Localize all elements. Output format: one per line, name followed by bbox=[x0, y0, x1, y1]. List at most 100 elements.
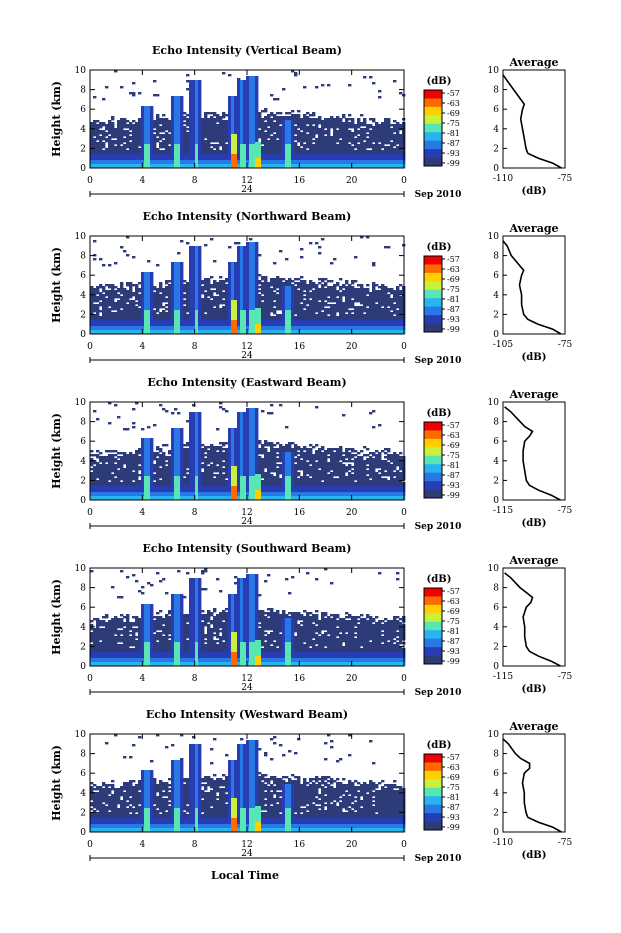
heatmap-cell bbox=[102, 138, 105, 140]
heatmap-cell bbox=[105, 140, 108, 142]
heatmap-cell bbox=[135, 298, 138, 300]
heatmap-cell bbox=[183, 296, 186, 298]
heatmap-cell bbox=[105, 284, 108, 286]
heatmap-cell bbox=[168, 130, 171, 132]
heatmap-cell bbox=[105, 134, 108, 136]
heatmap-cell bbox=[285, 258, 288, 260]
heatmap-cell bbox=[120, 246, 123, 248]
heatmap-cell bbox=[153, 94, 156, 96]
heatmap-cell bbox=[183, 280, 186, 282]
heatmap-cell bbox=[354, 134, 357, 136]
heatmap-cell bbox=[258, 282, 261, 284]
heatmap-cell bbox=[384, 142, 387, 144]
avg-x-tick-label: -75 bbox=[558, 174, 573, 184]
colorbar-tick-label: -87 bbox=[447, 139, 460, 148]
heatmap-cell bbox=[186, 88, 189, 90]
heatmap-cell bbox=[153, 306, 156, 308]
heatmap-cell bbox=[273, 262, 276, 264]
heatmap-cell bbox=[183, 302, 186, 304]
heatmap-cell bbox=[276, 98, 279, 100]
heatmap-cell bbox=[297, 278, 300, 280]
heatmap-cell bbox=[165, 294, 168, 296]
heatmap-cell bbox=[132, 256, 135, 258]
heatmap-cell bbox=[258, 136, 261, 138]
heatmap-cell bbox=[204, 288, 207, 290]
heatmap-cell bbox=[297, 286, 300, 288]
heatmap-cell bbox=[285, 112, 288, 114]
colorbar-tick-label: -81 bbox=[447, 129, 460, 138]
heatmap-cell bbox=[258, 254, 261, 256]
heatmap-cell bbox=[315, 86, 318, 88]
heatmap-cell bbox=[204, 244, 207, 246]
avg-x-label: (dB) bbox=[522, 186, 547, 197]
y-axis-label: Height (km) bbox=[50, 81, 63, 157]
heatmap-cell bbox=[93, 258, 96, 260]
heatmap-cell bbox=[162, 130, 165, 132]
heatmap-cell bbox=[294, 122, 297, 124]
heatmap-cell bbox=[102, 264, 105, 266]
heatmap-cell bbox=[105, 294, 108, 296]
heatmap-cell bbox=[288, 112, 291, 114]
heatmap-cell bbox=[186, 242, 189, 244]
heatmap-cell bbox=[315, 132, 318, 134]
heatmap-cell bbox=[351, 142, 354, 144]
heatmap-cell bbox=[108, 132, 111, 134]
colorbar-segment bbox=[424, 132, 442, 141]
heatmap-cell bbox=[216, 292, 219, 294]
heatmap-cell bbox=[312, 140, 315, 142]
heatmap-cell bbox=[120, 292, 123, 294]
heatmap-cell bbox=[270, 94, 273, 96]
heatmap-cell bbox=[123, 140, 126, 142]
heatmap-cell bbox=[180, 240, 183, 242]
heatmap-cell bbox=[129, 296, 132, 298]
heatmap-cell bbox=[270, 132, 273, 134]
x-tick-label: 4 bbox=[139, 176, 145, 186]
heatmap-cell bbox=[228, 246, 231, 248]
heatmap-cell bbox=[114, 308, 117, 310]
heatmap-cell bbox=[306, 146, 309, 148]
heatmap-cell bbox=[261, 110, 264, 112]
heatmap-cell bbox=[342, 116, 345, 118]
heatmap-cell bbox=[306, 130, 309, 132]
heatmap-cell bbox=[132, 82, 135, 84]
heatmap-cell bbox=[204, 310, 207, 312]
heatmap-cell bbox=[126, 284, 129, 286]
heatmap-cell bbox=[159, 138, 162, 140]
heatmap-cell bbox=[261, 278, 264, 280]
colorbar-segment bbox=[424, 90, 442, 99]
y-tick-label: 6 bbox=[80, 105, 86, 115]
heatmap-cell bbox=[330, 126, 333, 128]
panel-title: Echo Intensity (Vertical Beam) bbox=[152, 44, 342, 57]
heatmap-cell bbox=[213, 114, 216, 116]
heatmap-cell bbox=[327, 84, 330, 86]
panel-title: Echo Intensity (Northward Beam) bbox=[143, 210, 352, 223]
colorbar-tick-label: -99 bbox=[447, 159, 460, 168]
heatmap-cell bbox=[369, 76, 372, 78]
heatmap-cell bbox=[165, 308, 168, 310]
heatmap-cell bbox=[324, 132, 327, 134]
heatmap-cell bbox=[99, 286, 102, 288]
heatmap-cell bbox=[186, 124, 189, 126]
heatmap-cell bbox=[183, 118, 186, 120]
heatmap-cell bbox=[270, 310, 273, 312]
heatmap-cell bbox=[318, 122, 321, 124]
colorbar-unit: (dB) bbox=[427, 76, 452, 87]
heatmap-cell bbox=[219, 144, 222, 146]
heatmap-cell bbox=[159, 290, 162, 292]
heatmap-cell bbox=[201, 292, 204, 294]
heatmap-cell bbox=[306, 122, 309, 124]
heatmap-cell bbox=[276, 136, 279, 138]
heatmap-cell bbox=[348, 126, 351, 128]
heatmap-cell bbox=[219, 302, 222, 304]
x-tick-label: 0 bbox=[401, 176, 407, 186]
heatmap-cell bbox=[222, 288, 225, 290]
heatmap-cell bbox=[360, 124, 363, 126]
heatmap-cell bbox=[129, 132, 132, 134]
heatmap-cell bbox=[270, 284, 273, 286]
heatmap-cell bbox=[297, 126, 300, 128]
heatmap-cell bbox=[261, 292, 264, 294]
heatmap-cell bbox=[156, 140, 159, 142]
heatmap-cell bbox=[186, 128, 189, 130]
